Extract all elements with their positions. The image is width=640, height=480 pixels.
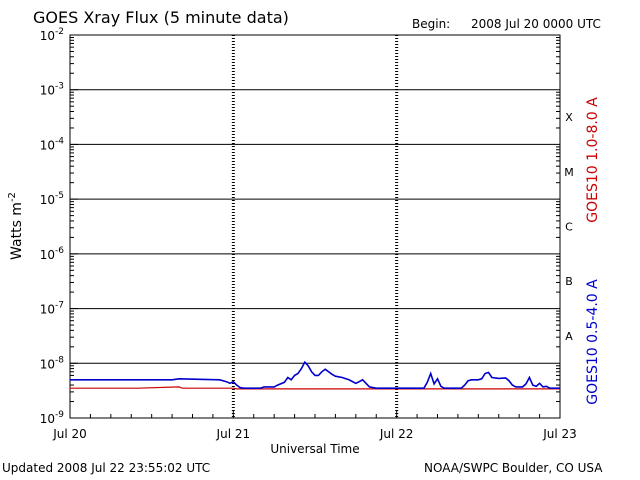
y-tick-label: 10-5 bbox=[40, 191, 64, 207]
y-tick-label-base: 10 bbox=[40, 84, 55, 98]
grid bbox=[70, 35, 560, 418]
y-tick-label: 10-8 bbox=[40, 355, 65, 371]
begin-label: Begin: bbox=[412, 17, 450, 31]
y-tick-label-base: 10 bbox=[40, 412, 55, 426]
y-tick-label-exp: -4 bbox=[55, 136, 64, 146]
legend-goes10-long: GOES10 1.0-8.0 A bbox=[585, 97, 601, 223]
y-axis-label-text: Watts m bbox=[9, 202, 25, 260]
x-axis-ticks: Jul 20 Jul 21 Jul 22 Jul 23 bbox=[52, 410, 577, 441]
y-tick-label: 10-3 bbox=[40, 82, 64, 98]
flare-class-label: M bbox=[564, 166, 574, 179]
y-tick-label-base: 10 bbox=[40, 248, 55, 262]
chart-title: GOES Xray Flux (5 minute data) bbox=[33, 8, 289, 27]
series-line-goes10-short bbox=[70, 360, 560, 389]
series-line-goes10-long bbox=[70, 386, 560, 390]
y-tick-label-exp: -7 bbox=[55, 301, 64, 311]
flare-class-label: C bbox=[565, 221, 573, 234]
flare-class-label: A bbox=[565, 330, 573, 343]
updated-timestamp: Updated 2008 Jul 22 23:55:02 UTC bbox=[2, 461, 210, 475]
y-tick-label-exp: -2 bbox=[55, 27, 64, 37]
y-tick-label-base: 10 bbox=[40, 193, 55, 207]
y-tick-label: 10-2 bbox=[40, 27, 64, 43]
x-axis-label: Universal Time bbox=[270, 442, 359, 456]
x-tick-label: Jul 23 bbox=[542, 427, 577, 441]
y-tick-label-exp: -5 bbox=[55, 191, 64, 201]
y-tick-label: 10-7 bbox=[40, 301, 64, 317]
y-tick-label-base: 10 bbox=[40, 29, 55, 43]
y-tick-label-base: 10 bbox=[40, 303, 55, 317]
x-tick-label: Jul 22 bbox=[379, 427, 414, 441]
y-tick-label-exp: -3 bbox=[55, 82, 64, 92]
series-layer bbox=[70, 360, 560, 390]
y-tick-label: 10-4 bbox=[40, 136, 65, 152]
y-tick-label-base: 10 bbox=[40, 357, 55, 371]
x-tick-label: Jul 20 bbox=[52, 427, 87, 441]
y-axis-ticks: 10-910-810-710-610-510-410-310-2 bbox=[40, 27, 560, 426]
y-tick-label-exp: -8 bbox=[55, 355, 64, 365]
flare-class-label: X bbox=[565, 111, 573, 124]
y-tick-label: 10-6 bbox=[40, 246, 65, 262]
y-tick-label-exp: -6 bbox=[55, 246, 64, 256]
y-tick-label-base: 10 bbox=[40, 138, 55, 152]
credit: NOAA/SWPC Boulder, CO USA bbox=[424, 461, 603, 475]
flare-class-label: B bbox=[565, 275, 573, 288]
y-axis-label: Watts m-2 bbox=[7, 192, 25, 260]
flare-class-labels: A B C M X bbox=[564, 111, 574, 343]
y-tick-label: 10-9 bbox=[40, 410, 65, 426]
y-tick-label-exp: -9 bbox=[55, 410, 64, 420]
begin-value: 2008 Jul 20 0000 UTC bbox=[471, 17, 601, 31]
x-tick-label: Jul 21 bbox=[216, 427, 251, 441]
plot-frame bbox=[69, 34, 561, 419]
y-axis-label-sup: -2 bbox=[7, 192, 18, 202]
legend-goes10-short: GOES10 0.5-4.0 A bbox=[585, 279, 601, 405]
